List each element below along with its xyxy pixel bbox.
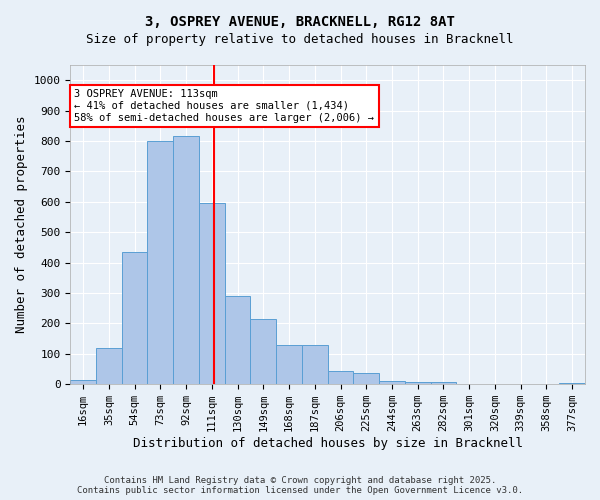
Bar: [302, 344, 328, 384]
Bar: [96, 348, 122, 384]
Bar: [328, 372, 353, 384]
Bar: [250, 319, 276, 384]
Text: Size of property relative to detached houses in Bracknell: Size of property relative to detached ho…: [86, 32, 514, 46]
Bar: [199, 204, 224, 384]
Bar: [559, 382, 585, 384]
Bar: [405, 382, 431, 384]
Bar: [224, 296, 250, 384]
Bar: [276, 344, 302, 384]
Y-axis label: Number of detached properties: Number of detached properties: [15, 116, 28, 334]
Bar: [148, 141, 173, 384]
Bar: [353, 372, 379, 384]
Bar: [70, 380, 96, 384]
Bar: [122, 252, 148, 384]
Bar: [379, 380, 405, 384]
Text: Contains HM Land Registry data © Crown copyright and database right 2025.
Contai: Contains HM Land Registry data © Crown c…: [77, 476, 523, 495]
Text: 3 OSPREY AVENUE: 113sqm
← 41% of detached houses are smaller (1,434)
58% of semi: 3 OSPREY AVENUE: 113sqm ← 41% of detache…: [74, 90, 374, 122]
X-axis label: Distribution of detached houses by size in Bracknell: Distribution of detached houses by size …: [133, 437, 523, 450]
Text: 3, OSPREY AVENUE, BRACKNELL, RG12 8AT: 3, OSPREY AVENUE, BRACKNELL, RG12 8AT: [145, 15, 455, 29]
Bar: [173, 136, 199, 384]
Bar: [431, 382, 457, 384]
